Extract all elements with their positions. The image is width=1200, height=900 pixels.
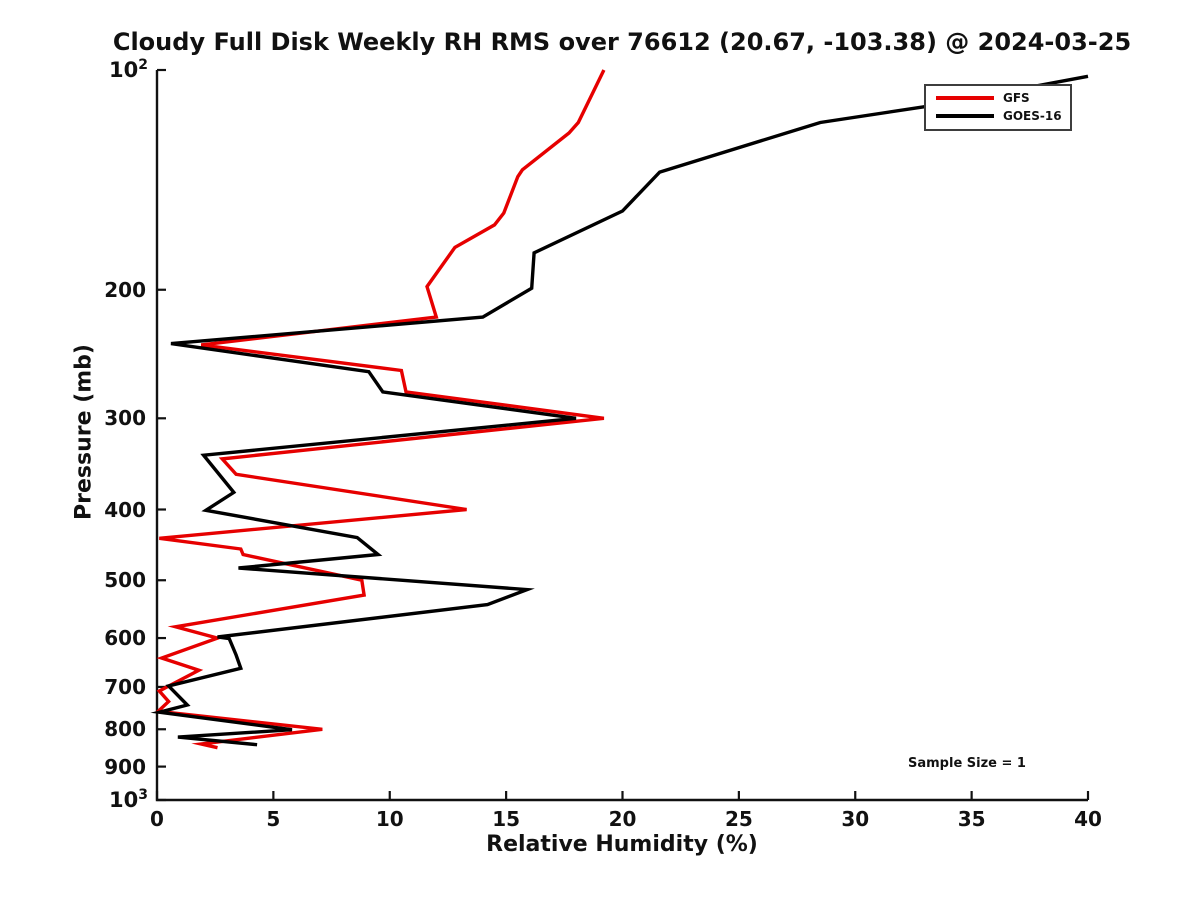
y-tick-label-600: 600 (104, 626, 146, 651)
legend-label-gfs: GFS (1003, 91, 1030, 105)
sample-size-annotation: Sample Size = 1 (908, 756, 1026, 771)
y-tick-label-200: 200 (104, 277, 146, 302)
x-tick-label-25: 25 (724, 807, 753, 831)
chart-title: Cloudy Full Disk Weekly RH RMS over 7661… (112, 28, 1132, 56)
y-tick-100-exponent: 2 (138, 57, 148, 73)
x-tick-label-35: 35 (957, 807, 986, 831)
y-tick-1000-base: 10 (109, 788, 139, 812)
y-tick-label-100: 102 (54, 52, 148, 83)
x-tick-label-30: 30 (841, 807, 870, 831)
x-tick-label-0: 0 (150, 807, 164, 831)
x-tick-label-5: 5 (266, 807, 281, 831)
y-tick-label-700: 700 (104, 674, 146, 699)
legend-swatch-gfs (936, 96, 994, 100)
y-tick-label-900: 900 (104, 754, 146, 779)
legend-item-goes-16: GOES-16 (936, 109, 1062, 123)
y-tick-label-400: 400 (104, 497, 146, 522)
y-tick-label-500: 500 (104, 568, 146, 593)
legend-swatch-goes-16 (936, 114, 994, 118)
x-tick-label-10: 10 (375, 807, 404, 831)
series-line-gfs (154, 69, 606, 750)
y-tick-1000-exponent: 3 (138, 787, 148, 803)
x-tick-label-40: 40 (1074, 807, 1102, 831)
y-tick-label-800: 800 (104, 717, 146, 742)
x-tick-label-15: 15 (492, 807, 521, 831)
legend: GFS GOES-16 (924, 84, 1072, 131)
legend-label-goes-16: GOES-16 (1003, 109, 1062, 123)
y-tick-100-base: 10 (109, 58, 139, 82)
y-tick-label-300: 300 (104, 406, 146, 431)
x-axis-label: Relative Humidity (%) (486, 832, 758, 857)
legend-item-gfs: GFS (936, 91, 1062, 105)
y-tick-label-1000: 103 (54, 782, 148, 813)
series-line-goes-16 (150, 74, 1089, 747)
x-tick-label-20: 20 (608, 807, 637, 831)
axis-spine (155, 70, 1088, 802)
y-axis-label: Pressure (mb) (71, 344, 97, 520)
